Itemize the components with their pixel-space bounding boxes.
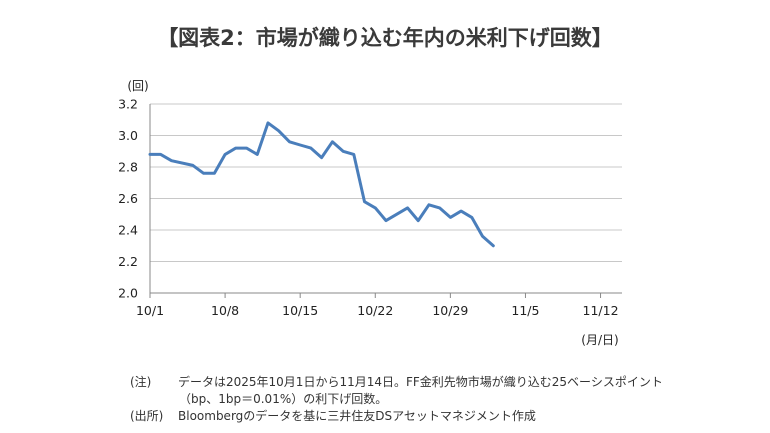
series-layer <box>148 121 495 248</box>
x-tick-label: 10/22 <box>357 303 393 318</box>
note-row: (注) データは2025年10月1日から11月14日。FF金利先物市場が織り込む2… <box>130 374 663 391</box>
x-tick-label: 10/1 <box>136 303 164 318</box>
y-tick-label: 3.2 <box>118 97 138 112</box>
source-text: Bloombergのデータを基に三井住友DSアセットマネジメント作成 <box>178 409 536 423</box>
chart-title: 【図表2：市場が織り込む年内の米利下げ回数】 <box>157 26 613 50</box>
source-row: (出所) Bloombergのデータを基に三井住友DSアセットマネジメント作成 <box>130 408 663 425</box>
footnotes: (注) データは2025年10月1日から11月14日。FF金利先物市場が織り込む2… <box>130 374 663 425</box>
y-tick-label: 2.0 <box>118 286 138 301</box>
x-tick-label: 10/29 <box>432 303 468 318</box>
x-tick-label: 10/8 <box>211 303 239 318</box>
y-tick-label: 2.8 <box>118 160 138 175</box>
y-tick-label: 3.0 <box>118 128 138 143</box>
grid-lines <box>150 103 622 262</box>
x-tick-label: 11/12 <box>583 303 619 318</box>
y-tick-labels: 2.0 2.2 2.4 2.6 2.8 3.0 3.2 <box>118 97 138 301</box>
x-axis-unit: (月/日) <box>581 333 618 347</box>
note-text-continued: （bp、1bp＝0.01%）の利下げ回数。 <box>179 392 388 406</box>
x-tick-label: 11/5 <box>511 303 539 318</box>
y-tick-label: 2.2 <box>118 254 138 269</box>
axes <box>149 104 622 298</box>
note-text: データは2025年10月1日から11月14日。FF金利先物市場が織り込む25ベー… <box>178 375 663 389</box>
series-line <box>148 121 495 248</box>
y-tick-label: 2.6 <box>118 191 138 206</box>
x-tick-label: 10/15 <box>282 303 318 318</box>
x-tick-labels: 10/1 10/8 10/15 10/22 10/29 11/5 11/12 <box>136 303 619 318</box>
y-axis-unit: (回) <box>127 79 148 93</box>
y-tick-label: 2.4 <box>118 223 138 238</box>
note-label: (注) <box>130 375 152 389</box>
source-label: (出所) <box>130 409 164 423</box>
